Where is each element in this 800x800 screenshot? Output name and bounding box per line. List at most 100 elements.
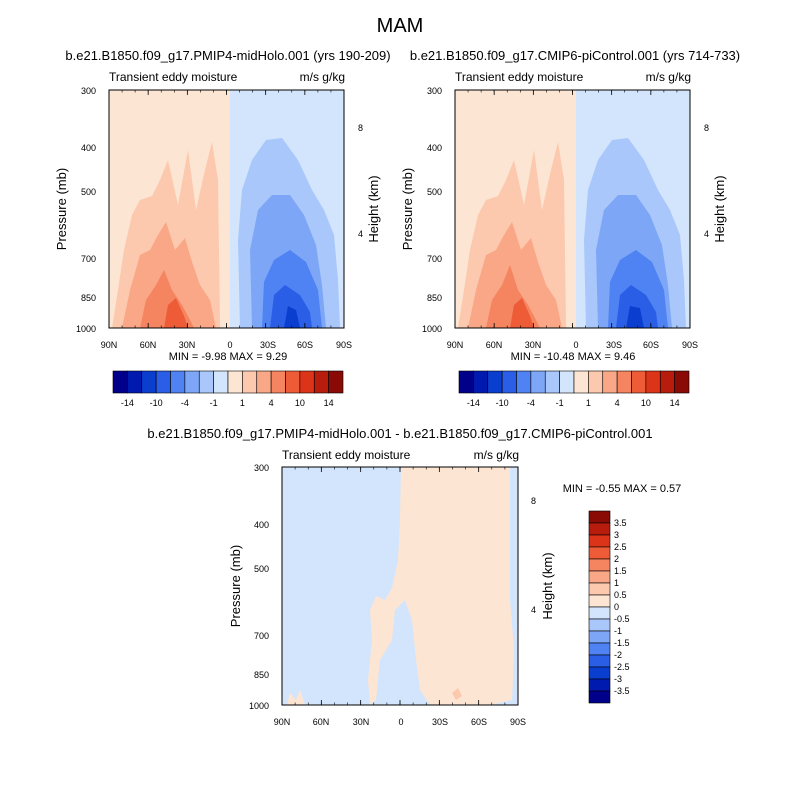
- colorbar-swatch: [256, 370, 272, 394]
- colorbar-swatch: [141, 370, 157, 394]
- panel-1-title: b.e21.B1850.f09_g17.PMIP4-midHolo.001 (y…: [65, 48, 390, 63]
- panel-2-y2tick: 4: [704, 229, 709, 239]
- panel-1-x-axis: 90N 60N 30N 0 30S 60S 90S: [101, 340, 352, 350]
- panel-1-ytick: 400: [81, 143, 96, 153]
- panel-1-y-axis: 300 400 500 700 850 1000 Pressure (mb) 8…: [54, 86, 381, 334]
- panel-3: b.e21.B1850.f09_g17.PMIP4-midHolo.001 - …: [147, 426, 681, 727]
- axis-ticks: [454, 90, 691, 328]
- panel-2-contour-neg-4: [616, 285, 658, 328]
- panel-2-left-label: Transient eddy moisture: [455, 70, 584, 84]
- colorbar-swatch: [588, 666, 611, 680]
- colorbar-swatch: [127, 370, 143, 394]
- panel-2-y2tick: 8: [704, 123, 709, 133]
- panel-1-ytick: 300: [81, 86, 96, 96]
- panel-2-ytick: 850: [427, 293, 442, 303]
- colorbar-swatch: [544, 370, 560, 394]
- colorbar-label: 1: [240, 398, 245, 408]
- panel-1-y2tick: 8: [358, 123, 363, 133]
- panel-3-colorbar: 3.5 3 2.5 2 1.5 1 0.5 0 -0.5 -1 -1.5 -2 -2.5 -3 -3.5: [588, 510, 630, 704]
- panel-3-ytick: 700: [254, 631, 269, 641]
- panel-1-ytick: 500: [81, 187, 96, 197]
- colorbar-label: -2: [614, 650, 622, 660]
- colorbar-swatch: [588, 582, 611, 596]
- panel-2-y2label: Height (km): [712, 175, 727, 242]
- colorbar-label: 14: [670, 398, 680, 408]
- colorbar-label: -1.5: [614, 638, 630, 648]
- panel-3-left-label: Transient eddy moisture: [282, 448, 411, 462]
- panel-3-ytick: 1000: [249, 701, 269, 711]
- colorbar-swatch: [313, 370, 329, 394]
- colorbar-label: -10: [150, 398, 163, 408]
- colorbar-swatch: [573, 370, 589, 394]
- colorbar-swatch: [270, 370, 286, 394]
- panel-1-xtick: 90N: [101, 340, 118, 350]
- panel-1-ytick: 850: [81, 293, 96, 303]
- axis-ticks: [108, 90, 345, 328]
- colorbar-label: 4: [615, 398, 620, 408]
- colorbar-label: -14: [467, 398, 480, 408]
- colorbar-label: -14: [121, 398, 134, 408]
- panel-2-xtick: 90N: [447, 340, 464, 350]
- colorbar-swatch: [588, 630, 611, 644]
- colorbar-label: 14: [324, 398, 334, 408]
- panel-1-stats: MIN = -9.98 MAX = 9.29: [169, 351, 288, 363]
- colorbar-swatch: [184, 370, 200, 394]
- panel-3-y-axis: 300 400 500 700 850 1000 Pressure (mb) 8…: [228, 463, 555, 711]
- colorbar-swatch: [299, 370, 315, 394]
- panel-1-contour-neg-5: [284, 306, 300, 328]
- colorbar-swatch: [602, 370, 618, 394]
- panel-3-ytick: 300: [254, 463, 269, 473]
- panel-1-xtick: 30N: [179, 340, 196, 350]
- colorbar-swatch: [674, 370, 690, 394]
- colorbar-label: 10: [295, 398, 305, 408]
- panel-1-contour-pos-4: [164, 298, 188, 328]
- panel-2-xtick: 60N: [486, 340, 503, 350]
- panel-3-contour-pos-1: [368, 467, 514, 705]
- colorbar-label: 2: [614, 554, 619, 564]
- colorbar-swatch: [588, 558, 611, 572]
- colorbar-swatch: [242, 370, 258, 394]
- page-title: MAM: [377, 15, 424, 37]
- colorbar-swatch: [616, 370, 632, 394]
- colorbar-swatch: [530, 370, 546, 394]
- panel-1-xtick: 90S: [336, 340, 352, 350]
- colorbar-swatch: [588, 642, 611, 656]
- colorbar-swatch: [227, 370, 243, 394]
- colorbar-swatch: [588, 654, 611, 668]
- panel-2-y-axis: 300 400 500 700 850 1000 Pressure (mb) 8…: [400, 86, 727, 334]
- colorbar-swatch: [645, 370, 661, 394]
- colorbar-swatch: [170, 370, 186, 394]
- panel-1-xtick: 0: [227, 340, 232, 350]
- panel-3-right-label: m/s g/kg: [474, 448, 519, 462]
- panel-1-ytick: 700: [81, 254, 96, 264]
- panel-1-y2tick: 4: [358, 229, 363, 239]
- colorbar-swatch: [516, 370, 532, 394]
- panel-2-title: b.e21.B1850.f09_g17.CMIP6-piControl.001 …: [410, 48, 740, 63]
- colorbar-swatch: [588, 678, 611, 692]
- panel-2: b.e21.B1850.f09_g17.CMIP6-piControl.001 …: [400, 48, 740, 408]
- colorbar-swatch: [588, 690, 611, 704]
- colorbar-label: -1: [556, 398, 564, 408]
- panel-3-contour-pos-3: [452, 688, 462, 700]
- panel-3-ytick: 850: [254, 670, 269, 680]
- panel-1-y2label: Height (km): [366, 175, 381, 242]
- panel-1-ytick: 1000: [76, 324, 96, 334]
- panel-2-contour-pos-4: [510, 298, 534, 328]
- colorbar-swatch: [659, 370, 675, 394]
- colorbar-swatch: [588, 594, 611, 608]
- panel-2-xtick: 90S: [682, 340, 698, 350]
- colorbar-label: 10: [641, 398, 651, 408]
- panel-1-xtick: 60S: [297, 340, 313, 350]
- colorbar-swatch: [588, 570, 611, 584]
- colorbar-label: -3.5: [614, 686, 630, 696]
- panel-2-ylabel: Pressure (mb): [400, 168, 415, 250]
- panel-2-ytick: 500: [427, 187, 442, 197]
- panel-1-contour-neg-4: [270, 285, 312, 328]
- panel-2-contour-neg-5: [626, 306, 644, 328]
- colorbar-swatch: [213, 370, 229, 394]
- panel-3-ytick: 400: [254, 520, 269, 530]
- panel-3-y2tick: 4: [531, 605, 536, 615]
- panel-3-stats: MIN = -0.55 MAX = 0.57: [563, 483, 682, 495]
- colorbar-label: -4: [181, 398, 189, 408]
